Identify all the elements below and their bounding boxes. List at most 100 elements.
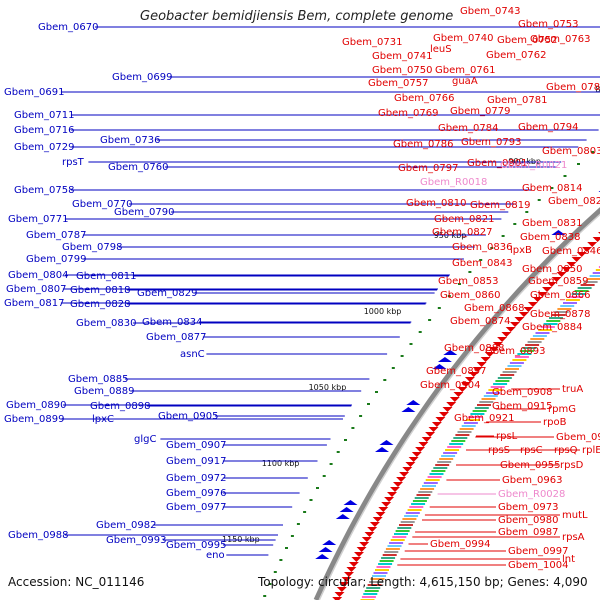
left-gene-label: Gbem_0905 — [158, 411, 218, 422]
feature-block — [495, 380, 509, 382]
right-gene-label: Gbem_0794 — [518, 122, 578, 133]
feature-block — [363, 593, 377, 595]
left-gene-label: Gbem_0760 — [108, 162, 168, 173]
feature-block — [415, 497, 429, 499]
feature-block — [392, 536, 406, 538]
forward-gene-arrow — [365, 532, 375, 537]
right-gene-label: Gbem_0779 — [450, 106, 510, 117]
right-gene-label: truA — [562, 384, 583, 395]
feature-block — [593, 272, 600, 274]
feature-block — [362, 596, 376, 598]
forward-gene-arrow — [422, 437, 432, 442]
feature-block — [503, 371, 517, 373]
right-gene-label: Gbem_0761 — [435, 65, 495, 76]
left-gene-label: Gbem_0889 — [74, 386, 134, 397]
feature-block — [437, 461, 451, 463]
left-gene-label: Gbem_0907 — [166, 440, 226, 451]
feature-block — [498, 377, 512, 379]
feature-block — [430, 473, 444, 475]
right-gene-label: Gbem_0821 — [434, 214, 494, 225]
feature-block — [431, 470, 445, 472]
forward-gene-arrow — [373, 517, 383, 522]
scale-label: 1000 kbp — [364, 307, 402, 316]
left-gene-label: Gbem_0790 — [114, 207, 174, 218]
feature-block — [443, 452, 457, 454]
left-gene-label: Gbem_0993 — [106, 535, 166, 546]
feature-block — [482, 398, 496, 400]
right-gene-label: Gbem_0994 — [430, 539, 490, 550]
right-gene-label: Gbem_0878 — [530, 309, 590, 320]
right-gene-label: Gbem_0782 — [546, 82, 600, 93]
forward-gene-arrow — [528, 302, 538, 307]
feature-block — [508, 365, 522, 367]
feature-block — [433, 467, 447, 469]
right-gene-label: rpoB — [543, 417, 567, 428]
forward-gene-arrow — [367, 527, 377, 532]
forward-gene-arrow — [412, 452, 422, 457]
left-gene-label: lpxC — [92, 414, 114, 425]
right-gene-label: Gbem_0836 — [452, 242, 512, 253]
left-gene-label: asnC — [180, 349, 205, 360]
left-gene-label: Gbem_0691 — [4, 87, 64, 98]
feature-block — [399, 524, 413, 526]
left-gene-label: eno — [206, 550, 225, 561]
feature-block — [439, 458, 453, 460]
right-gene-label: Gbem_0850 — [522, 264, 582, 275]
left-gene-label: Gbem_0899 — [4, 414, 64, 425]
forward-gene-arrow — [362, 537, 372, 542]
forward-gene-arrow — [443, 407, 453, 412]
feature-block — [493, 383, 507, 385]
feature-block — [381, 557, 395, 559]
left-gene-label: Gbem_0818 — [70, 285, 130, 296]
forward-gene-arrow — [351, 557, 361, 562]
right-gene-label: leuS — [430, 44, 452, 55]
left-gene-label: Gbem_0787 — [26, 230, 86, 241]
feature-block — [408, 509, 422, 511]
feature-block — [426, 479, 440, 481]
reverse-gene-arrow — [380, 440, 394, 445]
forward-gene-arrow — [481, 357, 491, 362]
right-gene-label: Gbem_0831 — [522, 218, 582, 229]
feature-block — [473, 410, 487, 412]
feature-block — [441, 455, 455, 457]
right-gene-label: Gbem_0803 — [542, 146, 600, 157]
right-gene-label: Gbem_0853 — [438, 276, 498, 287]
forward-gene-arrow — [501, 332, 511, 337]
map-title: Geobacter bemidjiensis Bem, complete gen… — [140, 9, 453, 24]
left-gene-label: Gbem_0885 — [68, 374, 128, 385]
feature-block — [435, 464, 449, 466]
feature-block — [451, 440, 465, 442]
forward-gene-arrow — [439, 412, 449, 417]
forward-gene-arrow — [593, 237, 600, 242]
feature-block — [453, 437, 467, 439]
left-gene-label: Gbem_0976 — [166, 488, 226, 499]
reverse-gene-arrow — [340, 507, 354, 512]
forward-gene-arrow — [454, 392, 464, 397]
right-gene-label: Gbem_0846 — [542, 246, 600, 257]
forward-gene-arrow — [572, 257, 582, 262]
feature-block — [383, 554, 397, 556]
right-gene-label: Gbem_0762 — [486, 50, 546, 61]
accession-label: Accession: NC_011146 — [8, 575, 144, 589]
forward-gene-arrow — [432, 422, 442, 427]
reverse-gene-arrow — [319, 547, 333, 552]
feature-block — [380, 560, 394, 562]
left-gene-label: Gbem_0972 — [166, 473, 226, 484]
right-gene-label: Gbem_0766 — [394, 93, 454, 104]
right-gene-label: Gbem_0930 — [556, 432, 600, 443]
feature-block — [533, 335, 547, 337]
forward-gene-arrow — [346, 567, 356, 572]
feature-block — [409, 506, 423, 508]
feature-block — [455, 434, 469, 436]
right-gene-label: rpsA — [562, 532, 585, 543]
forward-gene-arrow — [354, 552, 364, 557]
left-gene-label: Gbem_0799 — [26, 254, 86, 265]
feature-block — [377, 566, 391, 568]
forward-gene-arrow — [376, 512, 386, 517]
forward-gene-arrow — [450, 397, 460, 402]
left-gene-label: Gbem_0807 — [6, 284, 66, 295]
feature-block — [413, 500, 427, 502]
right-gene-label: Gbem_0757 — [368, 78, 428, 89]
left-gene-label: Gbem_0898 — [90, 401, 150, 412]
